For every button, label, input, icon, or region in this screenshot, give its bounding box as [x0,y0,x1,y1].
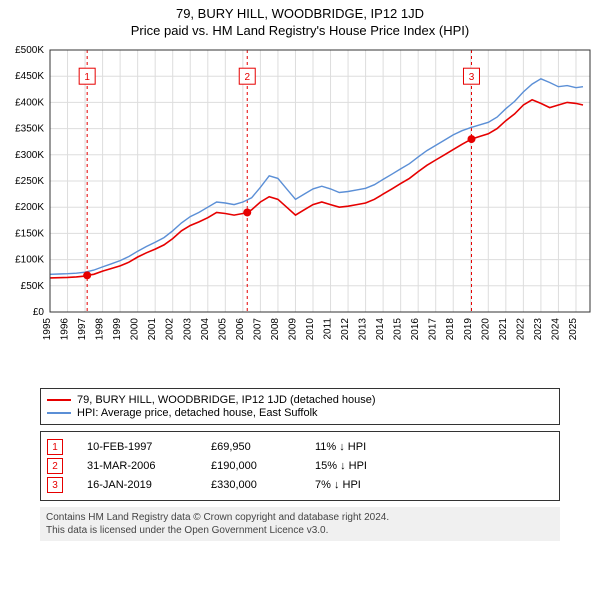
x-axis-label: 2007 [252,318,263,341]
x-axis-label: 1997 [77,318,88,341]
x-axis-label: 2019 [463,318,474,341]
y-axis-label: £100K [15,255,44,266]
x-axis-label: 1995 [42,318,53,341]
y-axis-label: £400K [15,97,44,108]
x-axis-label: 2002 [165,318,176,341]
transaction-date: 31-MAR-2006 [87,460,187,472]
x-axis-label: 2003 [182,318,193,341]
x-axis-label: 2005 [217,318,228,341]
price-chart: £0 £50K £100K £150K £200K £250K £300K £350K £400… [0,42,600,382]
y-axis-label: £250K [15,176,44,187]
x-axis-label: 2012 [340,318,351,341]
legend-swatch [47,412,71,414]
x-axis-label: 2010 [305,318,316,341]
footer-line-2: This data is licensed under the Open Gov… [46,524,554,537]
transactions-table: 1 10-FEB-1997 £69,950 11% ↓ HPI 2 31-MAR-2006… [40,431,560,501]
x-axis-label: 2001 [147,318,158,341]
x-axis-label: 1999 [112,318,123,341]
x-axis-label: 2000 [130,318,141,341]
transaction-hpi-delta: 15% ↓ HPI [315,460,367,472]
x-axis-label: 2016 [410,318,421,341]
title-address: 79, BURY HILL, WOODBRIDGE, IP12 1JD [0,6,600,21]
x-axis-label: 2021 [498,318,509,341]
y-axis-label: £150K [15,228,44,239]
legend: 79, BURY HILL, WOODBRIDGE, IP12 1JD (det… [40,388,560,425]
x-axis-label: 2023 [533,318,544,341]
transaction-row: 3 16-JAN-2019 £330,000 7% ↓ HPI [47,477,553,493]
title-subtitle: Price paid vs. HM Land Registry's House … [0,23,600,38]
x-axis-label: 2020 [480,318,491,341]
transaction-price: £69,950 [211,441,291,453]
x-axis-label: 2006 [235,318,246,341]
chart-container: £0 £50K £100K £150K £200K £250K £300K £350K £400… [0,42,600,382]
legend-swatch [47,399,71,401]
y-axis-label: £450K [15,71,44,82]
x-axis-label: 1998 [95,318,106,341]
x-axis-label: 2024 [550,318,561,341]
x-axis-label: 1996 [60,318,71,341]
y-axis-label: £500K [15,45,44,56]
y-axis-label: £300K [15,150,44,161]
legend-item: 79, BURY HILL, WOODBRIDGE, IP12 1JD (det… [47,394,553,406]
legend-label: 79, BURY HILL, WOODBRIDGE, IP12 1JD (det… [77,394,376,406]
footer-line-1: Contains HM Land Registry data © Crown c… [46,511,554,524]
transaction-index: 3 [47,477,63,493]
chart-marker-label: 1 [84,72,90,83]
y-axis-label: £50K [21,281,45,292]
x-axis-label: 2009 [287,318,298,341]
x-axis-label: 2025 [568,318,579,341]
y-axis-label: £350K [15,124,44,135]
x-axis-label: 2004 [200,318,211,341]
transaction-hpi-delta: 11% ↓ HPI [315,441,366,453]
y-axis-label: £200K [15,202,44,213]
chart-marker-label: 3 [469,72,475,83]
chart-marker-label: 2 [244,72,250,83]
legend-item: HPI: Average price, detached house, East… [47,407,553,419]
x-axis-label: 2008 [270,318,281,341]
x-axis-label: 2018 [445,318,456,341]
transaction-index: 1 [47,439,63,455]
transaction-date: 16-JAN-2019 [87,479,187,491]
footer-attribution: Contains HM Land Registry data © Crown c… [40,507,560,541]
transaction-index: 2 [47,458,63,474]
x-axis-label: 2011 [323,318,334,340]
x-axis-label: 2013 [358,318,369,341]
x-axis-label: 2022 [515,318,526,341]
x-axis-label: 2017 [428,318,439,341]
y-axis-label: £0 [33,307,45,318]
transaction-hpi-delta: 7% ↓ HPI [315,479,361,491]
transaction-row: 2 31-MAR-2006 £190,000 15% ↓ HPI [47,458,553,474]
x-axis-label: 2014 [375,318,386,341]
transaction-price: £330,000 [211,479,291,491]
x-axis-label: 2015 [393,318,404,341]
transaction-price: £190,000 [211,460,291,472]
transaction-row: 1 10-FEB-1997 £69,950 11% ↓ HPI [47,439,553,455]
transaction-date: 10-FEB-1997 [87,441,187,453]
legend-label: HPI: Average price, detached house, East… [77,407,318,419]
